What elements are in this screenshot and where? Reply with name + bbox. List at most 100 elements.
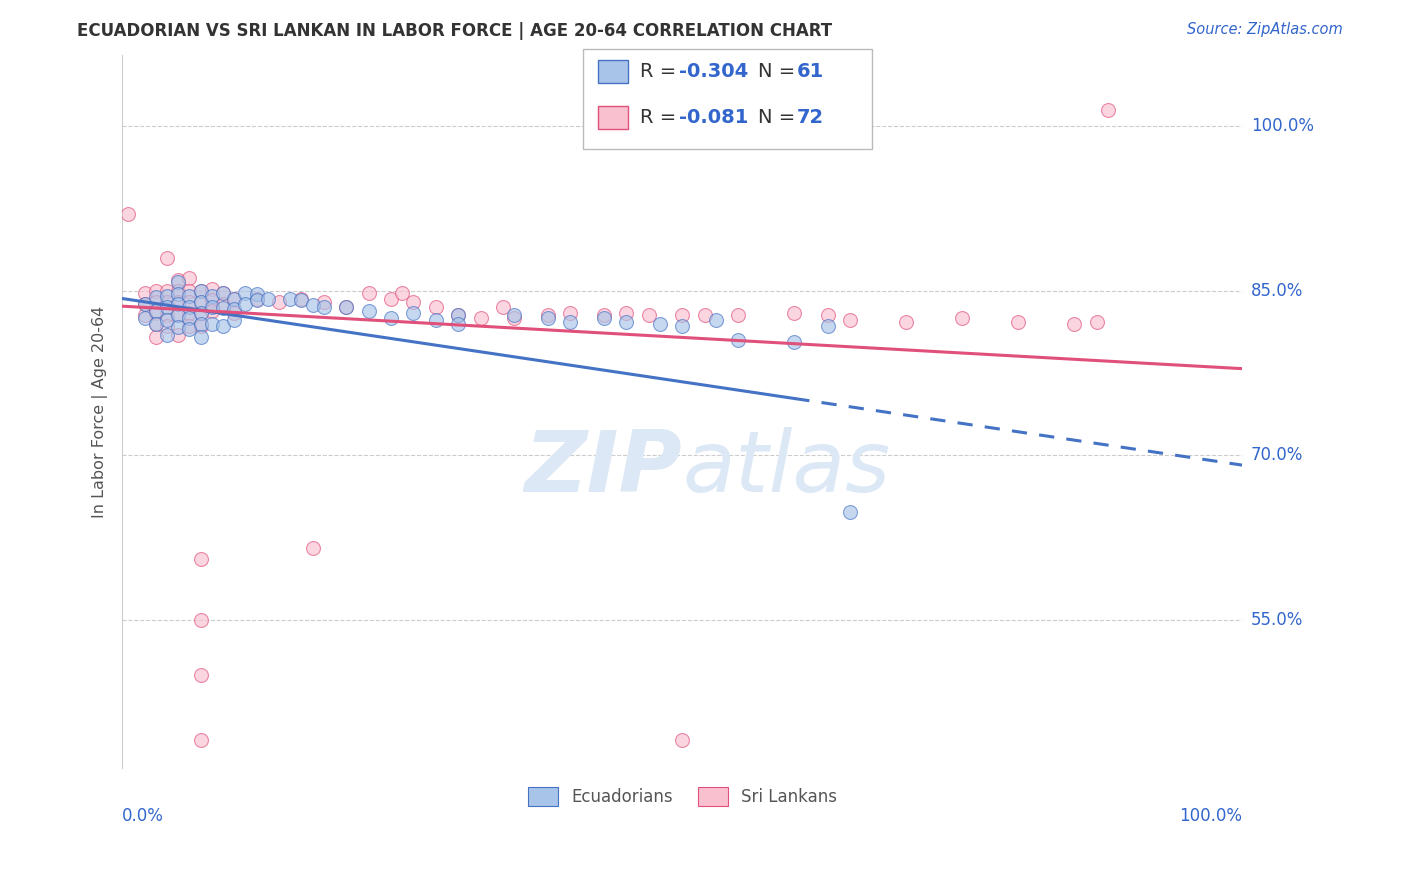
Point [783,306,806,320]
Point [167,294,190,309]
Point [614,314,637,328]
Text: 72: 72 [797,108,824,128]
Point [134,311,156,326]
Point [470,311,492,326]
Point [235,286,257,301]
Point [201,300,224,314]
Point [224,292,246,306]
Text: -0.081: -0.081 [679,108,748,128]
Point [145,294,167,309]
Text: N =: N = [758,62,801,81]
Point [134,308,156,322]
Point [167,284,190,298]
Point [190,306,212,320]
Point [425,300,447,314]
Point [224,302,246,317]
Text: 0.0%: 0.0% [122,807,165,825]
Point [190,294,212,309]
Text: R =: R = [640,108,682,128]
Point [201,303,224,318]
Point [425,313,447,327]
Point [145,317,167,331]
Point [537,311,560,326]
Point [190,733,212,747]
Point [614,306,637,320]
Point [301,298,323,312]
Point [817,318,839,333]
Point [380,292,402,306]
Point [156,308,179,322]
Point [179,289,201,303]
Point [212,286,235,301]
Point [335,300,357,314]
Y-axis label: In Labor Force | Age 20-64: In Labor Force | Age 20-64 [93,305,108,517]
Point [134,297,156,311]
Point [290,292,312,306]
Point [167,275,190,289]
Point [224,306,246,320]
Point [402,294,425,309]
Point [167,320,190,334]
Point [1063,317,1085,331]
Point [492,300,515,314]
Point [503,311,526,326]
Point [145,290,167,304]
Point [380,311,402,326]
Point [246,287,269,301]
Point [167,287,190,301]
Point [704,313,727,327]
Point [839,313,862,327]
Point [1085,314,1108,328]
Point [145,330,167,344]
Point [896,314,918,328]
Point [134,297,156,311]
Point [671,733,693,747]
Text: 85.0%: 85.0% [1251,282,1303,300]
Text: R =: R = [640,62,682,81]
Point [145,306,167,320]
Point [190,552,212,566]
Point [201,293,224,307]
Point [179,300,201,314]
Point [145,284,167,298]
Point [156,294,179,309]
Point [179,311,201,326]
Point [117,207,139,221]
Text: Source: ZipAtlas.com: Source: ZipAtlas.com [1187,22,1343,37]
Point [246,293,269,307]
Point [817,308,839,322]
Point [190,330,212,344]
Point [145,317,167,331]
Text: N =: N = [758,108,801,128]
Point [235,297,257,311]
Point [156,313,179,327]
Point [201,289,224,303]
Text: 100.0%: 100.0% [1251,118,1313,136]
Point [1007,314,1029,328]
Point [156,284,179,298]
Text: 70.0%: 70.0% [1251,446,1303,464]
Point [357,286,380,301]
Point [156,300,179,314]
Point [145,303,167,318]
Point [402,306,425,320]
Point [447,308,470,322]
Point [190,667,212,681]
Point [391,286,413,301]
Legend: Ecuadorians, Sri Lankans: Ecuadorians, Sri Lankans [522,780,844,813]
Point [503,308,526,322]
Point [727,308,749,322]
Point [648,317,671,331]
Point [447,308,470,322]
Text: -0.304: -0.304 [679,62,748,81]
Point [212,318,235,333]
Point [560,314,582,328]
Point [167,308,190,322]
Text: 55.0%: 55.0% [1251,611,1303,629]
Point [278,292,301,306]
Point [637,308,659,322]
Point [592,311,614,326]
Point [167,308,190,322]
Point [212,301,235,316]
Point [179,318,201,333]
